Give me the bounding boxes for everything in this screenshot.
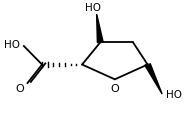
Polygon shape [145,64,162,94]
Text: HO: HO [166,90,182,100]
Text: HO: HO [4,40,20,50]
Text: HO: HO [85,3,101,13]
Text: O: O [110,84,119,94]
Polygon shape [97,14,103,43]
Text: O: O [15,84,24,94]
